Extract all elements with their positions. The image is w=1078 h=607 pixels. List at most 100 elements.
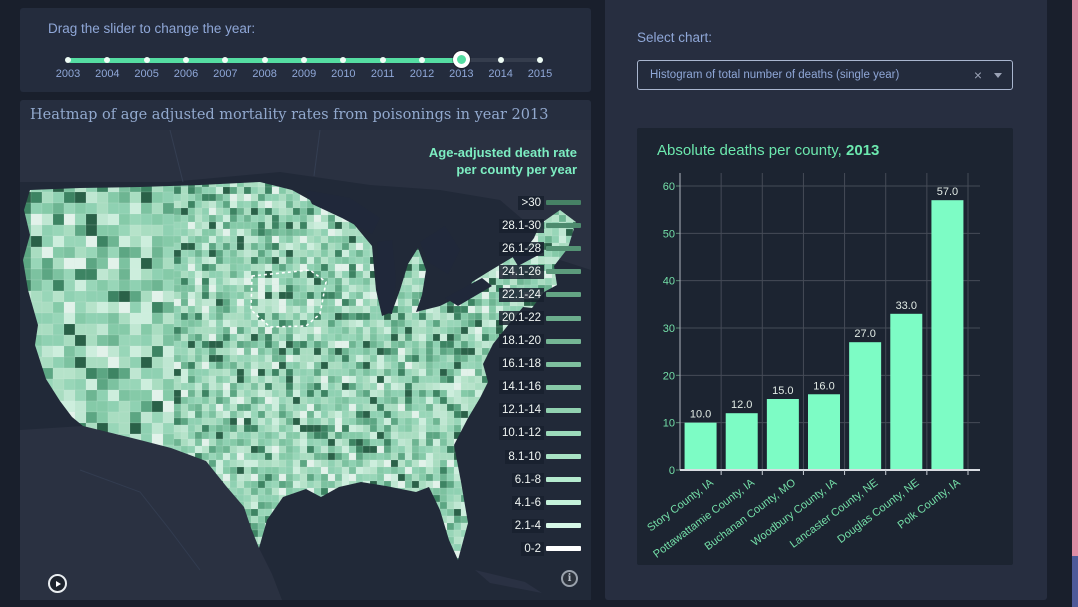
year-slider-panel: Drag the slider to change the year: 2003… — [20, 8, 591, 92]
bar — [931, 200, 964, 470]
map-title: Heatmap of age adjusted mortality rates … — [20, 100, 591, 130]
slider-stop[interactable] — [537, 57, 543, 63]
legend-label: 20.1-22 — [498, 311, 544, 326]
slider-handle[interactable] — [452, 51, 470, 68]
bar — [684, 422, 717, 470]
slider-stop[interactable] — [261, 57, 268, 63]
map-panel: Heatmap of age adjusted mortality rates … — [20, 100, 591, 600]
y-tick-label: 10 — [663, 418, 675, 430]
bar-value-label: 27.0 — [854, 328, 875, 340]
legend-label: 18.1-20 — [498, 334, 544, 349]
chart-select-value: Histogram of total number of deaths (sin… — [650, 69, 900, 81]
legend-swatch — [546, 269, 581, 275]
canada-landmass — [20, 130, 591, 270]
play-icon — [56, 580, 61, 587]
legend-label: 26.1-28 — [498, 241, 544, 256]
legend-swatch — [546, 454, 581, 460]
info-icon[interactable]: i — [561, 570, 578, 587]
map-canvas[interactable] — [20, 130, 591, 600]
chart-select-dropdown[interactable]: Histogram of total number of deaths (sin… — [637, 60, 1013, 90]
y-tick-label: 30 — [663, 323, 675, 335]
y-tick-label: 0 — [669, 465, 675, 477]
legend-row: 24.1-26 — [351, 260, 581, 283]
cuba-landmass — [475, 570, 542, 593]
slider-stop[interactable] — [419, 57, 425, 63]
year-label: 2006 — [173, 68, 199, 80]
select-chart-label: Select chart: — [637, 30, 713, 45]
legend-swatch — [546, 523, 581, 529]
legend-swatch — [546, 407, 581, 413]
lake-superior — [305, 190, 380, 234]
slider-stop[interactable] — [340, 57, 347, 63]
y-tick-label: 60 — [663, 181, 675, 193]
slider-stop[interactable] — [143, 57, 150, 63]
bar — [890, 313, 923, 470]
legend-row: 18.1-20 — [351, 330, 581, 353]
chart-section: Select chart: Histogram of total number … — [605, 0, 1047, 600]
legend-label: 16.1-18 — [498, 357, 544, 372]
year-label: 2007 — [213, 68, 238, 80]
y-tick-label: 50 — [663, 228, 675, 240]
legend-label: >30 — [518, 195, 544, 210]
legend-row: 10.1-12 — [351, 422, 581, 445]
lake-huron — [420, 226, 460, 274]
selected-county-region[interactable] — [250, 269, 327, 328]
map-play-button[interactable] — [48, 574, 67, 593]
bar-value-label: 16.0 — [813, 380, 834, 392]
bar-value-label: 57.0 — [937, 186, 958, 198]
legend-swatch — [546, 315, 581, 321]
legend-label: 0-2 — [521, 541, 544, 556]
slider-stop[interactable] — [65, 57, 71, 63]
legend-title: Age-adjusted death rate per county per y… — [428, 145, 577, 177]
scrollbar-thumb[interactable] — [1072, 0, 1078, 556]
bar-value-label: 33.0 — [896, 300, 917, 312]
legend-label: 6.1-8 — [511, 472, 544, 487]
us-choropleth-map[interactable]: Age-adjusted death rate per county per y… — [20, 130, 591, 600]
legend-label: 10.1-12 — [498, 426, 544, 441]
bar-chart-panel: Absolute deaths per county, 2013 0 10 20 30… — [637, 128, 1013, 565]
lake-michigan — [376, 240, 396, 314]
slider-stop[interactable] — [379, 57, 386, 63]
slider-stop[interactable] — [104, 57, 111, 63]
legend-row: 2.1-4 — [351, 514, 581, 537]
legend-row: 14.1-16 — [351, 376, 581, 399]
legend-swatch — [546, 477, 581, 483]
bar-value-label: 15.0 — [772, 385, 793, 397]
legend-label: 8.1-10 — [505, 449, 544, 464]
x-tick-label: Story County, IA — [645, 476, 716, 534]
legend-row: 6.1-8 — [351, 468, 581, 491]
year-label: 2014 — [488, 68, 513, 80]
legend-label: 2.1-4 — [511, 518, 544, 533]
bar — [725, 413, 758, 470]
year-slider[interactable] — [65, 51, 543, 68]
legend-label: 14.1-16 — [498, 380, 544, 395]
legend-row: 8.1-10 — [351, 445, 581, 468]
legend-swatch — [546, 546, 581, 552]
legend-label: 12.1-14 — [498, 403, 544, 418]
legend-swatch — [546, 223, 581, 229]
legend-label: 4.1-6 — [511, 495, 544, 510]
scrollbar-track-bottom[interactable] — [1072, 556, 1078, 607]
slider-instruction-label: Drag the slider to change the year: — [48, 21, 256, 36]
year-label: 2005 — [134, 68, 159, 80]
legend-row: 12.1-14 — [351, 399, 581, 422]
legend-label: 24.1-26 — [498, 264, 544, 279]
slider-stop[interactable] — [301, 57, 307, 63]
slider-stop[interactable] — [497, 57, 504, 63]
legend-label: 22.1-24 — [498, 287, 544, 302]
chart-title: Absolute deaths per county, 2013 — [657, 142, 880, 159]
lake-erie — [445, 278, 492, 306]
bar-value-label: 12.0 — [731, 399, 752, 411]
legend-swatch — [546, 361, 581, 367]
legend-row: 0-2 — [351, 537, 581, 560]
clear-icon[interactable]: × — [973, 67, 982, 83]
legend-swatch — [546, 384, 581, 390]
slider-stop[interactable] — [222, 57, 229, 63]
year-label: 2009 — [291, 68, 317, 80]
year-label: 2013 — [449, 68, 474, 80]
chevron-down-icon[interactable] — [994, 73, 1002, 78]
year-label: 2015 — [527, 68, 553, 80]
legend-row: 28.1-30 — [351, 214, 581, 237]
slider-stop[interactable] — [183, 57, 189, 63]
